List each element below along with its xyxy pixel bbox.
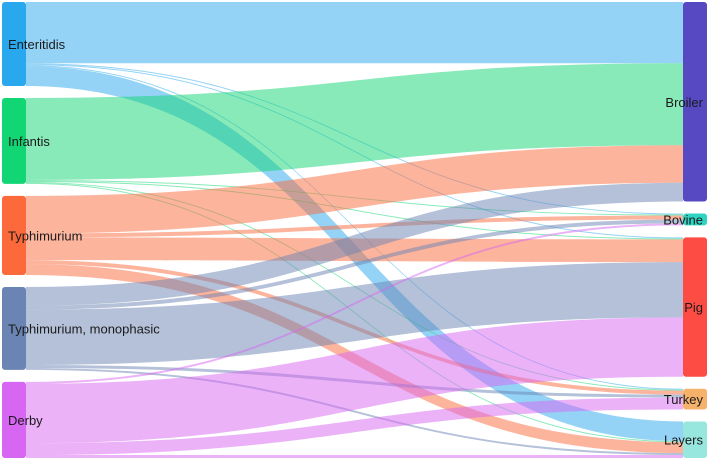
node-label-bovine: Bovine <box>663 212 703 227</box>
node-label-typhimurium: Typhimurium <box>8 228 82 243</box>
node-infantis <box>2 97 26 184</box>
node-label-infantis: Infantis <box>8 134 50 149</box>
node-broiler <box>683 2 707 202</box>
node-turkey <box>683 388 707 410</box>
links-group <box>26 2 683 458</box>
link-enteritidis-broiler <box>26 2 683 64</box>
link-infantis-broiler <box>26 63 683 180</box>
node-bovine <box>683 213 707 226</box>
labels-group: Enteritidis Infantis Typhimurium Typhimuriu… <box>8 37 704 448</box>
link-typhimurium-broiler <box>26 145 683 234</box>
link-typhi_mono-pig <box>26 262 683 365</box>
node-typhi_mono <box>2 286 26 370</box>
link-typhimurium-bovine <box>26 215 683 238</box>
node-label-derby: Derby <box>8 413 43 428</box>
link-derby-bovine <box>26 223 683 384</box>
node-enteritidis <box>2 2 26 86</box>
node-label-broiler: Broiler <box>665 95 703 110</box>
link-derby-layers <box>26 455 683 458</box>
node-label-layers: Layers <box>664 433 704 448</box>
link-derby-pig <box>26 317 683 444</box>
node-label-pig: Pig <box>684 300 703 315</box>
node-pig <box>683 237 707 377</box>
link-infantis-pig <box>26 180 683 240</box>
node-derby <box>2 381 26 458</box>
link-typhi_mono-layers <box>26 367 683 456</box>
node-label-enteritidis: Enteritidis <box>8 37 66 52</box>
node-layers <box>683 421 707 458</box>
node-typhimurium <box>2 195 26 275</box>
link-typhi_mono-bovine <box>26 219 683 310</box>
link-typhi_mono-broiler <box>26 182 683 306</box>
link-derby-turkey <box>26 397 683 456</box>
node-label-typhi_mono: Typhimurium, monophasic <box>8 321 160 336</box>
node-label-turkey: Turkey <box>664 392 704 407</box>
